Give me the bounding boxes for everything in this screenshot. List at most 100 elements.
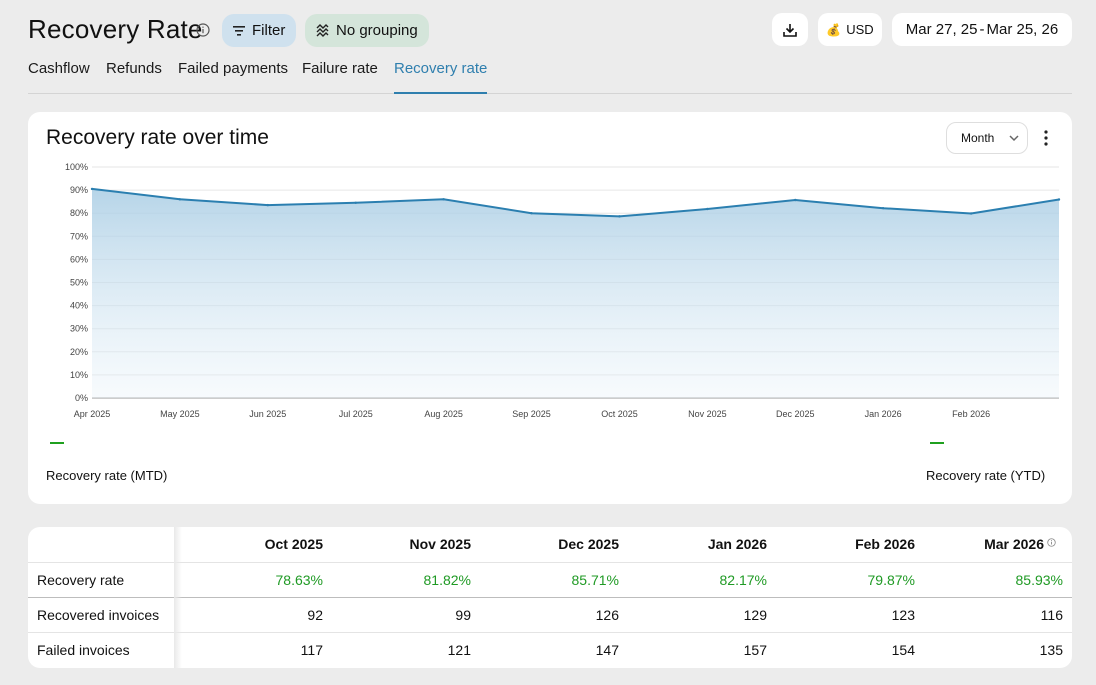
currency-label: USD: [846, 22, 874, 37]
y-tick-label: 70%: [70, 231, 88, 241]
table-cell: 117: [300, 642, 323, 658]
data-point: [794, 198, 797, 202]
data-point: [969, 212, 973, 215]
chart-title: Recovery rate over time: [46, 126, 269, 149]
table-cell: 157: [743, 642, 767, 658]
tab-refunds[interactable]: Refunds: [106, 60, 162, 77]
legend-ytd-label: Recovery rate (YTD): [926, 468, 1046, 483]
date-end: Mar 25, 26: [986, 21, 1059, 38]
column-header: Oct 2025: [264, 536, 323, 552]
series-line: [91, 187, 1060, 218]
tab-failed-payments[interactable]: Failed payments: [178, 60, 289, 77]
x-tick-label: Jun 2025: [249, 409, 286, 419]
x-tick-label: Apr 2025: [74, 409, 111, 419]
table-cell: 147: [595, 642, 619, 658]
table-cell: 79.87%: [867, 572, 915, 588]
table-cell: 92: [307, 607, 323, 623]
page-title: Recovery Rate: [28, 14, 203, 44]
column-header: Nov 2025: [409, 536, 471, 552]
more-vertical-icon[interactable]: [1044, 130, 1048, 146]
table-row: Failed invoices 117 121 147 157 154 135: [28, 633, 1072, 668]
data-point: [706, 207, 709, 211]
y-tick-label: 10%: [70, 370, 88, 380]
y-tick-label: 80%: [70, 208, 88, 218]
legend-ytd[interactable]: Recovery rate (YTD): [926, 442, 1046, 483]
table-cell: 126: [595, 607, 619, 623]
date-range-picker[interactable]: Mar 27, 25 - Mar 25, 26: [892, 13, 1072, 46]
date-separator: -: [979, 21, 985, 38]
table-cell: 99: [455, 607, 471, 623]
grouping-button[interactable]: No grouping: [305, 14, 429, 47]
table-cell: 85.71%: [571, 572, 619, 588]
money-bag-icon: 💰: [826, 22, 842, 37]
data-point: [266, 203, 270, 207]
currency-button[interactable]: 💰 USD: [818, 13, 882, 46]
data-table: Oct 2025 Nov 2025 Dec 2025 Jan 2026 Feb …: [28, 527, 1072, 668]
table-row: Recovered invoices 92 99 126 129 123 116: [28, 598, 1072, 633]
interval-select-value: Month: [961, 131, 995, 145]
download-button[interactable]: [772, 13, 808, 46]
legend-mtd[interactable]: Recovery rate (MTD): [46, 442, 168, 483]
date-start: Mar 27, 25: [905, 21, 978, 38]
info-icon[interactable]: [1047, 538, 1056, 547]
recovery-rate-chart: 0% 10% 20% 30% 40% 50% 60% 70% 80% 90% 100% Apr 202…: [65, 162, 1061, 419]
x-tick-label: Oct 2025: [601, 409, 638, 419]
report-tabs: Cashflow Refunds Failed payments Failure…: [28, 58, 1072, 94]
column-header: Dec 2025: [558, 536, 619, 552]
data-point: [881, 206, 885, 210]
legend-swatch: [50, 442, 64, 444]
chevron-down-icon: [1009, 135, 1019, 142]
table-cell: 121: [447, 642, 471, 658]
frozen-column-shadow: [174, 527, 182, 668]
filter-label: Filter: [252, 22, 286, 39]
row-label: Recovered invoices: [37, 607, 160, 623]
table-cell: 116: [1040, 607, 1063, 623]
column-header-current: Mar 2026: [910, 536, 1056, 552]
y-tick-label: 30%: [70, 324, 88, 334]
filter-icon: [233, 25, 245, 36]
column-header: Jan 2026: [707, 536, 767, 552]
x-tick-label: Feb 2026: [952, 409, 990, 419]
info-icon[interactable]: [196, 23, 210, 37]
table-row: Recovery rate 78.63% 81.82% 85.71% 82.17…: [28, 563, 1072, 598]
y-tick-label: 40%: [70, 301, 88, 311]
grouping-label: No grouping: [336, 22, 418, 39]
tab-failure-rate[interactable]: Failure rate: [302, 60, 378, 77]
y-tick-label: 0%: [75, 393, 88, 403]
table-header-row: Oct 2025 Nov 2025 Dec 2025 Jan 2026 Feb …: [28, 527, 1072, 563]
x-tick-label: Aug 2025: [424, 409, 463, 419]
table-cell: 123: [891, 607, 915, 623]
legend-mtd-label: Recovery rate (MTD): [46, 468, 168, 483]
y-tick-label: 60%: [70, 254, 88, 264]
interval-select[interactable]: Month: [946, 122, 1028, 154]
data-point: [530, 212, 533, 215]
table-cell: 154: [891, 642, 915, 658]
series-area: [92, 188, 1059, 398]
table-cell: 81.82%: [423, 572, 471, 588]
column-header: Feb 2026: [855, 536, 915, 552]
download-icon: [783, 23, 797, 37]
data-point: [90, 187, 94, 191]
y-tick-label: 100%: [65, 162, 88, 172]
tab-cashflow[interactable]: Cashflow: [28, 60, 90, 77]
y-tick-label: 20%: [70, 347, 88, 357]
x-tick-label: Jul 2025: [339, 409, 373, 419]
y-tick-label: 90%: [70, 185, 88, 195]
filter-button[interactable]: Filter: [222, 14, 297, 47]
tab-recovery-rate[interactable]: Recovery rate: [394, 60, 488, 94]
data-point: [1057, 198, 1061, 201]
chart-card: Recovery rate over time Month 0% 10% 20% 30…: [28, 112, 1072, 504]
x-tick-label: Sep 2025: [512, 409, 551, 419]
row-label: Recovery rate: [37, 572, 125, 588]
page-header: Recovery Rate Filter No grouping 💰 USD M…: [28, 12, 1072, 48]
legend-swatch: [930, 442, 944, 444]
row-label: Failed invoices: [37, 642, 130, 658]
table-cell: 78.63%: [275, 572, 323, 588]
data-point: [178, 198, 182, 201]
x-tick-label: Dec 2025: [776, 409, 815, 419]
grouping-icon: [316, 24, 329, 37]
table-cell: 129: [743, 607, 767, 623]
x-tick-label: Jan 2026: [865, 409, 902, 419]
x-tick-label: May 2025: [160, 409, 200, 419]
data-point: [354, 201, 357, 205]
